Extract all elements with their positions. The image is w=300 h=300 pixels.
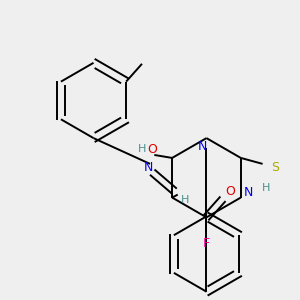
- Text: N: N: [143, 161, 153, 174]
- Text: H: H: [181, 194, 189, 205]
- Text: O: O: [147, 142, 157, 155]
- Text: S: S: [272, 161, 280, 174]
- Text: H: H: [262, 183, 271, 193]
- Text: F: F: [203, 237, 210, 250]
- Text: H: H: [138, 144, 147, 154]
- Text: O: O: [225, 185, 235, 198]
- Text: N: N: [244, 186, 254, 199]
- Text: N: N: [198, 140, 207, 152]
